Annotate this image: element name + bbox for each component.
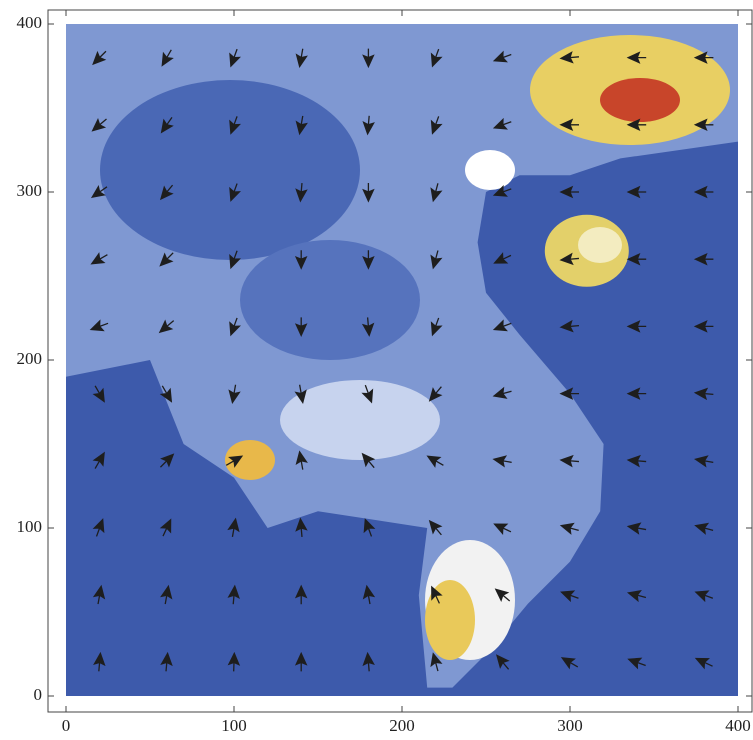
y-tick-label: 400 xyxy=(17,13,43,32)
y-tick-label: 0 xyxy=(34,685,43,704)
land-patch xyxy=(465,150,515,190)
y-tick-label: 200 xyxy=(17,349,43,368)
x-tick-label: 400 xyxy=(725,716,751,735)
x-tick-label: 200 xyxy=(389,716,415,735)
x-tick-label: 300 xyxy=(557,716,583,735)
y-tick-label: 300 xyxy=(17,181,43,200)
x-tick-label: 0 xyxy=(62,716,71,735)
land-patch xyxy=(240,240,420,360)
land-patch xyxy=(600,78,680,122)
island-patch xyxy=(578,227,622,263)
y-tick-label: 100 xyxy=(17,517,43,536)
chart: 0 100 200 300 400 0 100 200 300 400 xyxy=(0,0,753,740)
x-tick-label: 100 xyxy=(221,716,247,735)
land-patch xyxy=(100,80,360,260)
